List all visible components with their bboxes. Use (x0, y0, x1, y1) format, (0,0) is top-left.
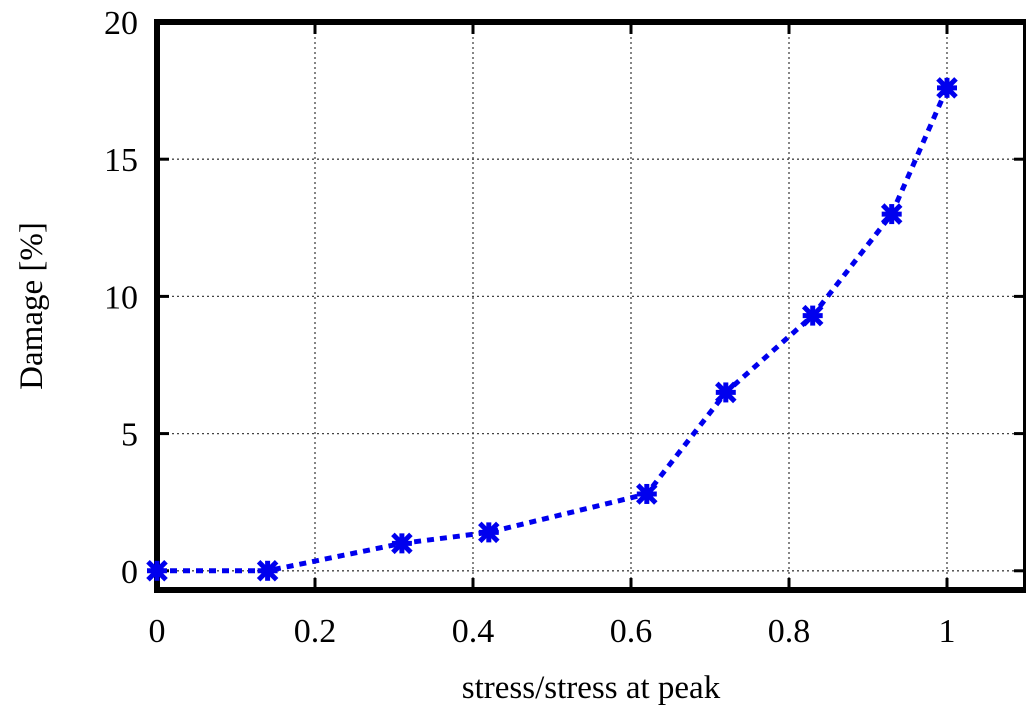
grid-lines (157, 22, 1026, 590)
data-point-marker (391, 532, 413, 555)
data-point-marker (146, 560, 168, 582)
y-tick-label: 20 (104, 5, 138, 42)
x-tick-label: 0.8 (768, 613, 811, 650)
data-point-marker (256, 560, 279, 582)
y-tick-label: 0 (121, 554, 138, 591)
plot-area-frame (154, 19, 1026, 593)
x-tick-label: 0 (149, 613, 166, 650)
y-tick-label: 10 (104, 279, 138, 316)
y-tick-label: 5 (121, 417, 138, 454)
data-point-marker (801, 304, 824, 327)
x-tick-label: 0.6 (610, 613, 653, 650)
data-point-marker (936, 77, 958, 99)
data-point-marker (478, 521, 500, 544)
data-point-marker (636, 483, 658, 505)
tick-marks (155, 20, 1026, 590)
x-axis-title: stress/stress at peak (462, 670, 721, 706)
series-line (157, 86, 950, 574)
y-tick-labels: 0 5 10 15 20 (104, 5, 138, 591)
x-tick-label: 0.2 (294, 613, 337, 650)
y-axis-title: Damage [%] (14, 222, 50, 390)
data-point-marker (715, 381, 737, 404)
y-tick-label: 15 (104, 142, 138, 179)
x-tick-labels: 0 0.2 0.4 0.6 0.8 1 (149, 613, 956, 650)
x-tick-label: 1 (939, 613, 956, 650)
data-point-marker (880, 203, 903, 225)
x-tick-label: 0.4 (452, 613, 495, 650)
data-series (146, 77, 958, 582)
